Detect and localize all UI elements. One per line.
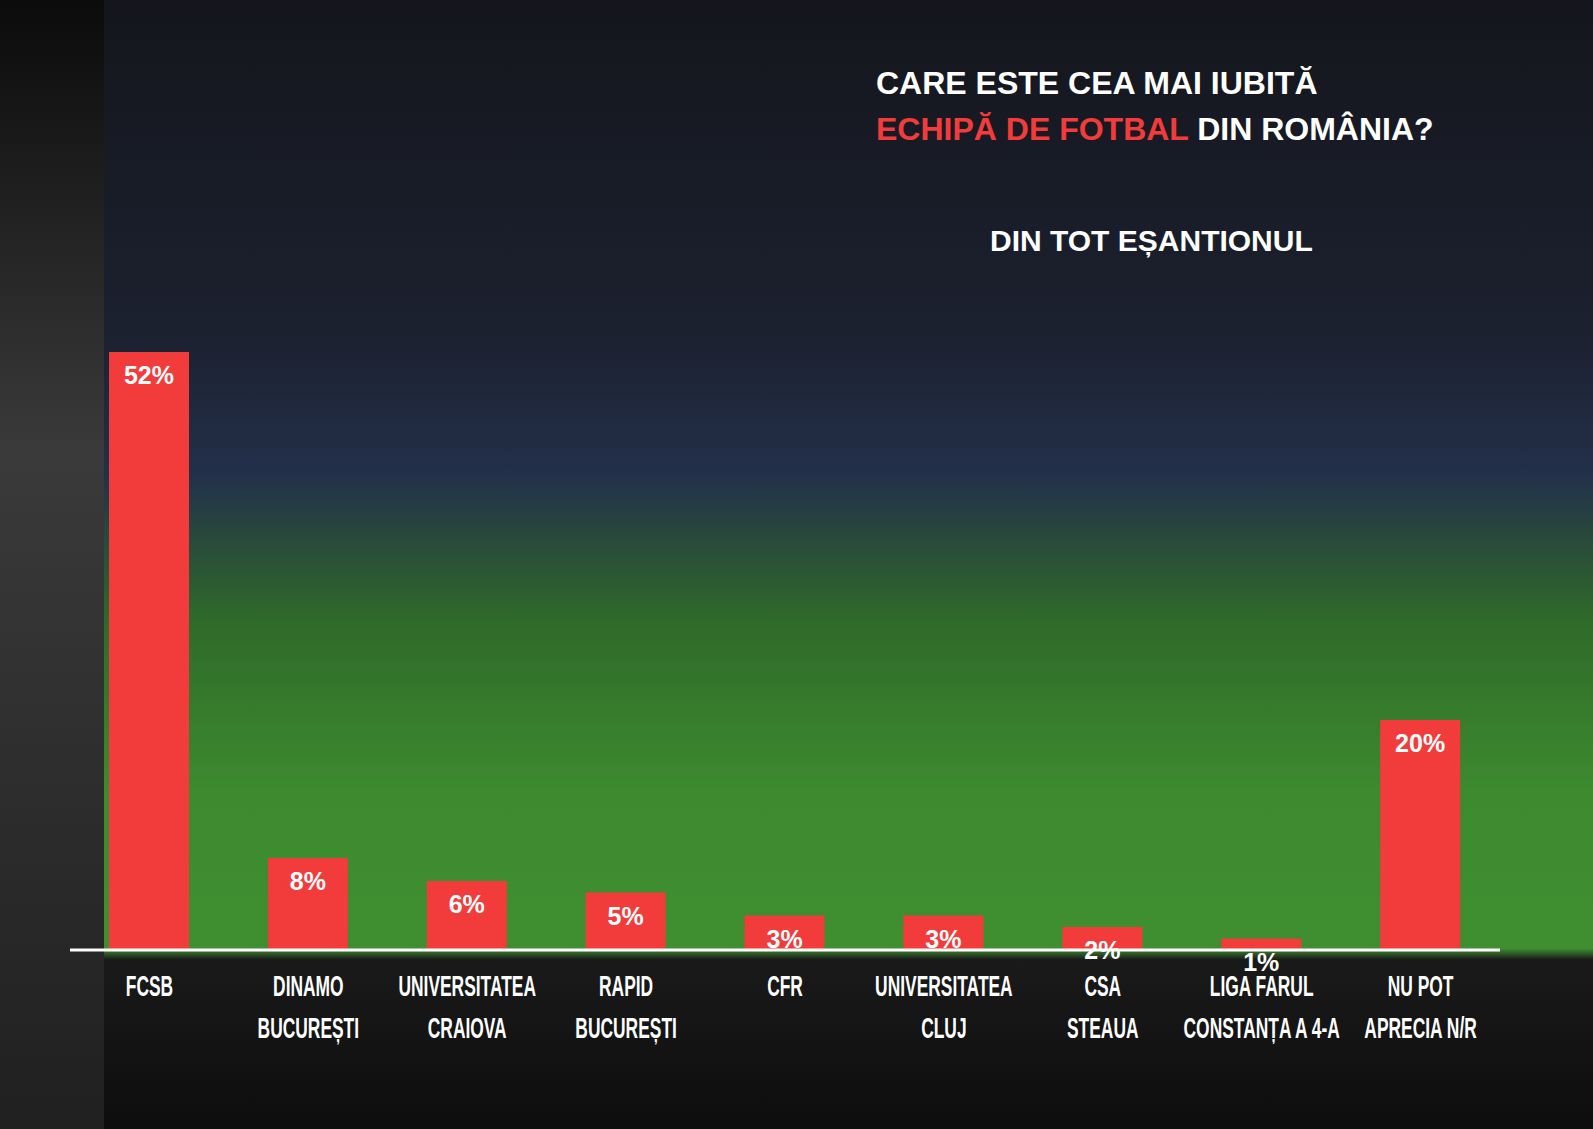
svg-text:3%: 3% bbox=[766, 925, 802, 953]
svg-text:LIGA FARULCONSTANȚA A 4-A: LIGA FARULCONSTANȚA A 4-A bbox=[1184, 969, 1340, 1044]
svg-text:NU POTAPRECIA N/R: NU POTAPRECIA N/R bbox=[1364, 969, 1476, 1044]
svg-text:1%: 1% bbox=[1243, 948, 1279, 976]
html-text:CARE ESTE CEA MAI IUBITĂ: CARE ESTE CEA MAI IUBITĂ bbox=[876, 65, 1318, 101]
svg-text:DINAMOBUCUREȘTI: DINAMOBUCUREȘTI bbox=[258, 969, 359, 1045]
svg-text:FCSB: FCSB bbox=[126, 969, 173, 1002]
svg-text:UNIVERSITATEACRAIOVA: UNIVERSITATEACRAIOVA bbox=[398, 969, 536, 1044]
svg-text:CFR: CFR bbox=[767, 969, 803, 1002]
svg-text:CSASTEAUA: CSASTEAUA bbox=[1067, 969, 1139, 1044]
svg-text:2%: 2% bbox=[1084, 936, 1120, 964]
svg-text:8%: 8% bbox=[290, 867, 326, 895]
svg-text:UNIVERSITATEACLUJ: UNIVERSITATEACLUJ bbox=[875, 969, 1013, 1044]
html-text:DIN TOT EȘANTIONUL: DIN TOT EȘANTIONUL bbox=[990, 224, 1313, 257]
svg-text:20%: 20% bbox=[1395, 729, 1445, 757]
svg-text:3%: 3% bbox=[925, 925, 961, 953]
html-text:ECHIPĂ DE FOTBAL DIN ROMÂNIA?: ECHIPĂ DE FOTBAL DIN ROMÂNIA? bbox=[876, 111, 1434, 147]
svg-text:5%: 5% bbox=[608, 902, 644, 930]
svg-text:6%: 6% bbox=[449, 890, 485, 918]
svg-text:52%: 52% bbox=[124, 361, 174, 389]
svg-text:RAPIDBUCUREȘTI: RAPIDBUCUREȘTI bbox=[575, 969, 676, 1045]
